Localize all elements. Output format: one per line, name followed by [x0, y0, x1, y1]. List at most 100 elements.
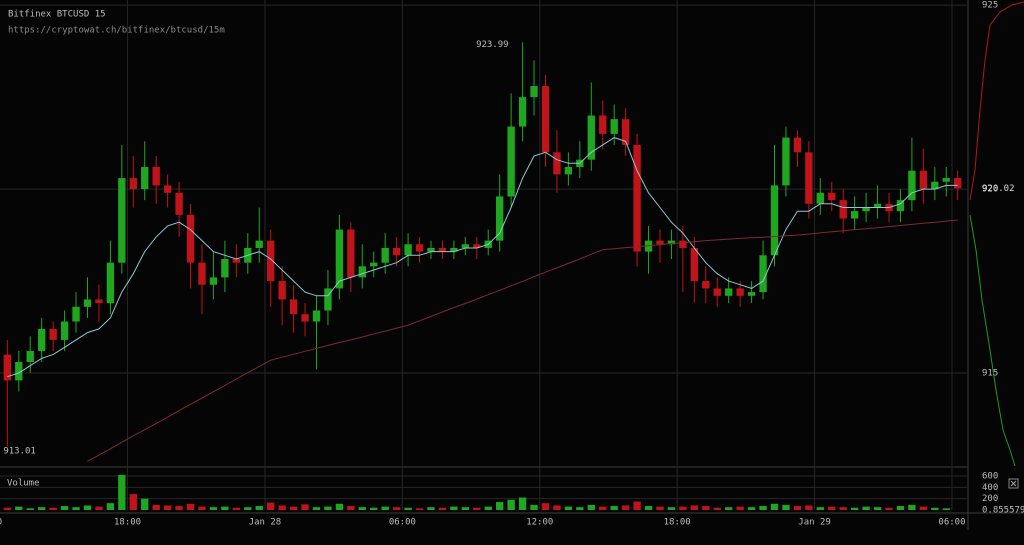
candle-body — [896, 200, 905, 212]
candle-body — [438, 247, 447, 252]
volume-bar — [942, 508, 950, 510]
volume-bar — [736, 506, 744, 510]
volume-bar — [95, 506, 103, 510]
candle-body — [530, 86, 538, 98]
candle-body — [312, 310, 321, 322]
candle-body — [232, 258, 240, 263]
depth-bids — [969, 214, 1016, 467]
x-tick-label: 06:00 — [389, 518, 416, 528]
candle-body — [267, 240, 275, 282]
y-tick-label: 915 — [982, 369, 998, 379]
volume-bar — [358, 507, 366, 510]
candle-body — [908, 170, 916, 201]
candle-body — [163, 185, 172, 193]
volume-bar — [175, 506, 183, 510]
volume-tick-label: 600 — [982, 472, 998, 482]
close-box[interactable] — [1008, 478, 1019, 489]
volume-tick-label: 400 — [982, 483, 998, 493]
volume-bar — [26, 508, 34, 510]
candle-body — [725, 288, 733, 296]
volume-bar — [908, 504, 916, 510]
volume-bar — [484, 506, 492, 510]
candle-body — [129, 178, 137, 190]
volume-bar — [186, 503, 195, 510]
volume-bar — [530, 504, 538, 510]
candle-body — [95, 299, 103, 304]
volume-bar — [839, 507, 847, 510]
close-icon[interactable] — [1010, 480, 1017, 487]
volume-bar — [312, 507, 321, 510]
last-volume-label: 0.8555792 — [982, 506, 1024, 516]
volume-bar — [60, 506, 69, 510]
volume-bar — [141, 498, 149, 510]
candle-body — [713, 288, 721, 296]
candle-body — [942, 178, 950, 182]
volume-bar — [324, 506, 332, 510]
volume-bar — [278, 505, 286, 510]
volume-bar — [129, 494, 137, 510]
volume-bar — [599, 506, 607, 510]
chart-title: Bitfinex BTCUSD 15 — [8, 10, 106, 20]
candle-body — [60, 321, 69, 340]
candle-body — [381, 247, 389, 263]
volume-bar — [198, 506, 206, 510]
volume-bar — [232, 507, 240, 510]
candle-body — [38, 328, 46, 351]
candle-body — [793, 137, 802, 153]
volume-bar — [747, 507, 756, 510]
volume-bar — [633, 501, 641, 510]
volume-bar — [850, 507, 859, 510]
y-tick-label: 920 — [982, 185, 998, 195]
volume-bar — [118, 474, 126, 510]
depth-asks — [969, 1, 1024, 201]
volume-bar — [72, 507, 80, 510]
candle-body — [209, 277, 218, 285]
volume-bar — [690, 505, 699, 510]
candle-body — [839, 200, 847, 219]
volume-bar — [919, 506, 928, 510]
volume-bar — [244, 507, 252, 510]
volume-bar — [152, 504, 160, 510]
chart-subtitle: https://cryptowat.ch/bitfinex/btcusd/15m — [8, 26, 225, 36]
volume-bar — [725, 507, 733, 510]
volume-bar — [335, 503, 344, 510]
volume-bar — [415, 508, 424, 510]
volume-bar — [553, 505, 561, 510]
x-tick-label: Jan 29 — [798, 518, 831, 528]
volume-bar — [759, 506, 767, 510]
close-button[interactable] — [1008, 478, 1019, 489]
candle-body — [873, 203, 882, 208]
volume-title: Volume — [7, 479, 40, 489]
indicator-line — [87, 219, 958, 462]
volume-bar — [896, 506, 905, 510]
volume-bar — [667, 507, 676, 510]
volume-bar — [885, 507, 893, 510]
high-label: 923.99 — [476, 40, 509, 50]
volume-bar — [862, 506, 870, 510]
volume-bar — [702, 506, 710, 510]
candle-body — [175, 192, 183, 215]
candle-body — [221, 258, 229, 278]
volume-bar — [713, 507, 721, 510]
volume-bar — [564, 506, 573, 510]
candle-body — [919, 170, 928, 190]
candle-body — [541, 86, 550, 153]
candle-body — [72, 306, 80, 322]
candle-body — [496, 196, 504, 241]
volume-bar — [816, 507, 824, 510]
volume-bar — [496, 502, 504, 510]
candle-body — [828, 192, 836, 201]
candle-body — [392, 247, 401, 256]
volume-bar — [427, 507, 435, 510]
volume-bar — [621, 505, 630, 510]
volume-bar — [301, 504, 309, 510]
x-tick-label: 18:00 — [664, 518, 691, 528]
volume-bar — [3, 507, 11, 510]
candle-body — [599, 115, 607, 134]
volume-bar — [507, 499, 515, 510]
volume-bar — [644, 506, 653, 510]
volume-bar — [656, 506, 664, 510]
volume-bar — [450, 506, 458, 510]
volume-bar — [163, 505, 172, 510]
